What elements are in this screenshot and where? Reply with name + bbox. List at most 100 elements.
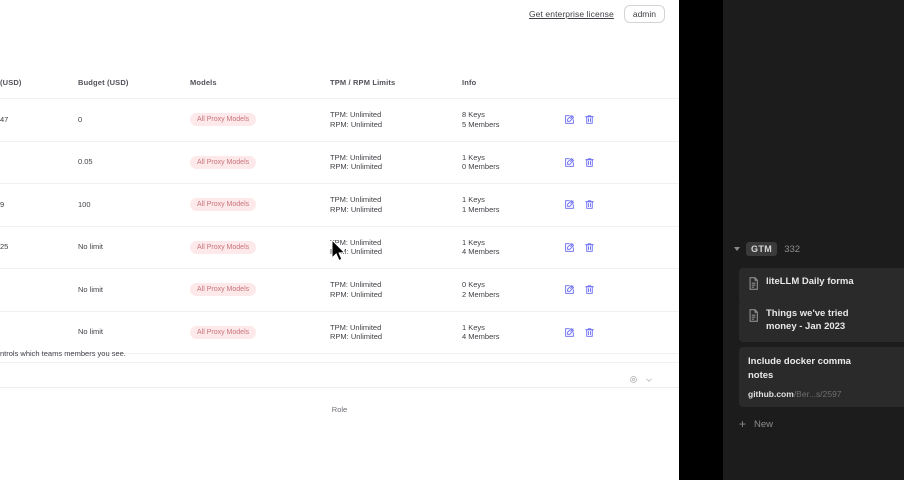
edit-pencil-icon[interactable] [564,157,575,168]
table-header-row: (USD) Budget (USD) Models TPM / RPM Limi… [0,78,679,99]
note-card-3-link[interactable]: github.com/Ber...s/2597 [748,389,900,399]
row-action-group [562,242,679,253]
cell-info: 1 Keys 0 Members [462,141,562,184]
document-icon [748,309,759,327]
cell-spend [0,311,78,354]
members-count: 4 Members [462,247,500,257]
row-action-group [562,327,679,338]
note-card-2[interactable]: Things we've tried money - Jan 2023 [739,300,904,342]
keys-count: 1 Keys [462,237,485,247]
models-badge: All Proxy Models [190,155,257,169]
notes-side-panel: GTM 332 liteLLM Daily forma [723,0,904,480]
trash-icon[interactable] [584,284,595,295]
group-badge-label: GTM [746,242,778,256]
edit-pencil-icon[interactable] [564,327,575,338]
cell-budget: 0 [78,98,190,142]
table-row[interactable]: 47 0 All Proxy Models TPM: Unlimited RPM: Un… [0,98,679,142]
note-card-3-link-path: /Ber...s/2597 [793,388,842,399]
top-bar: Get enterprise license admin [0,0,679,28]
cell-actions [562,141,679,184]
table-row[interactable]: 9 100 All Proxy Models TPM: Unlimited RPM: U… [0,183,679,227]
keys-count: 1 Keys [462,195,485,204]
table-row[interactable]: No limit All Proxy Models TPM: Unlimited RP… [0,268,679,312]
cell-budget: No limit [78,311,190,354]
members-count: 1 Members [462,204,500,214]
table-header: (USD) Budget (USD) Models TPM / RPM Limi… [0,78,679,99]
trash-icon[interactable] [584,327,595,338]
rpm-value: RPM: Unlimited [330,289,383,299]
edit-pencil-icon[interactable] [564,284,575,295]
role-column-label: Role [331,405,348,414]
trash-icon[interactable] [584,157,595,168]
cell-limits: TPM: Unlimited RPM: Unlimited [330,268,462,312]
document-icon [748,277,759,295]
tpm-value: TPM: Unlimited [330,110,382,119]
tpm-value: TPM: Unlimited [330,152,382,162]
triangle-down-icon[interactable] [734,247,740,251]
cell-models: All Proxy Models [190,311,330,354]
cell-budget: 100 [78,183,190,227]
table-row[interactable]: No limit All Proxy Models TPM: Unlimited RP… [0,311,679,354]
settings-strip[interactable] [0,362,679,388]
trash-icon[interactable] [584,114,595,125]
row-action-group [562,199,679,210]
note-card-3-title: Include docker comma notes [748,356,851,381]
rpm-value: RPM: Unlimited [330,332,383,342]
col-header-actions [562,78,679,99]
models-badge: All Proxy Models [190,113,257,127]
note-card-2-title: Things we've tried money - Jan 2023 [766,308,849,332]
cell-spend: 9 [0,183,78,227]
cell-info: 1 Keys 1 Members [462,183,562,227]
table-row[interactable]: 0.05 All Proxy Models TPM: Unlimited RPM: U… [0,141,679,184]
cell-actions [562,311,679,354]
cell-limits: TPM: Unlimited RPM: Unlimited [330,226,462,269]
keys-count: 1 Keys [462,322,485,332]
tpm-value: TPM: Unlimited [330,280,382,289]
models-badge: All Proxy Models [190,325,257,339]
col-header-limits: TPM / RPM Limits [330,78,462,99]
cell-models: All Proxy Models [190,141,330,184]
keys-count: 1 Keys [462,152,485,162]
note-card-1[interactable]: liteLLM Daily forma [739,268,904,303]
table-body: 47 0 All Proxy Models TPM: Unlimited RPM: Un… [0,98,679,354]
main-app-pane: Get enterprise license admin (USD) Budge… [0,0,679,414]
cell-limits: TPM: Unlimited RPM: Unlimited [330,98,462,142]
tpm-value: TPM: Unlimited [330,322,382,332]
chevron-down-icon[interactable] [645,371,653,382]
trash-icon[interactable] [584,242,595,253]
rpm-value: RPM: Unlimited [330,204,383,214]
trash-icon[interactable] [584,199,595,210]
keys-count: 8 Keys [462,110,485,119]
cell-actions [562,268,679,312]
col-header-info: Info [462,78,562,99]
cell-info: 8 Keys 5 Members [462,98,562,142]
cell-info: 1 Keys 4 Members [462,226,562,269]
row-action-group [562,114,679,125]
row-action-group [562,284,679,295]
new-note-button[interactable]: + New [739,418,773,430]
admin-user-button[interactable]: admin [623,4,665,24]
group-count: 332 [784,243,801,255]
gear-icon[interactable] [629,371,638,383]
cell-spend: 25 [0,226,78,269]
models-badge: All Proxy Models [190,198,257,212]
table-row[interactable]: 25 No limit All Proxy Models TPM: Unlimited… [0,226,679,269]
members-count: 4 Members [462,332,500,342]
get-enterprise-license-link[interactable]: Get enterprise license [528,9,614,19]
models-badge: All Proxy Models [190,283,257,297]
rpm-value: RPM: Unlimited [330,119,383,129]
models-badge: All Proxy Models [190,240,257,254]
teams-visibility-note: ntrols which teams members you see. [0,349,126,358]
note-card-1-title: liteLLM Daily forma [766,276,854,287]
group-header-gtm[interactable]: GTM 332 [734,242,801,256]
cell-limits: TPM: Unlimited RPM: Unlimited [330,141,462,184]
note-card-3[interactable]: Include docker comma notes github.com/Be… [739,347,904,407]
edit-pencil-icon[interactable] [564,199,575,210]
edit-pencil-icon[interactable] [564,242,575,253]
cell-actions [562,183,679,227]
cell-models: All Proxy Models [190,183,330,227]
edit-pencil-icon[interactable] [564,114,575,125]
rpm-value: RPM: Unlimited [330,162,383,172]
note-card-1-row: liteLLM Daily forma [748,276,900,295]
